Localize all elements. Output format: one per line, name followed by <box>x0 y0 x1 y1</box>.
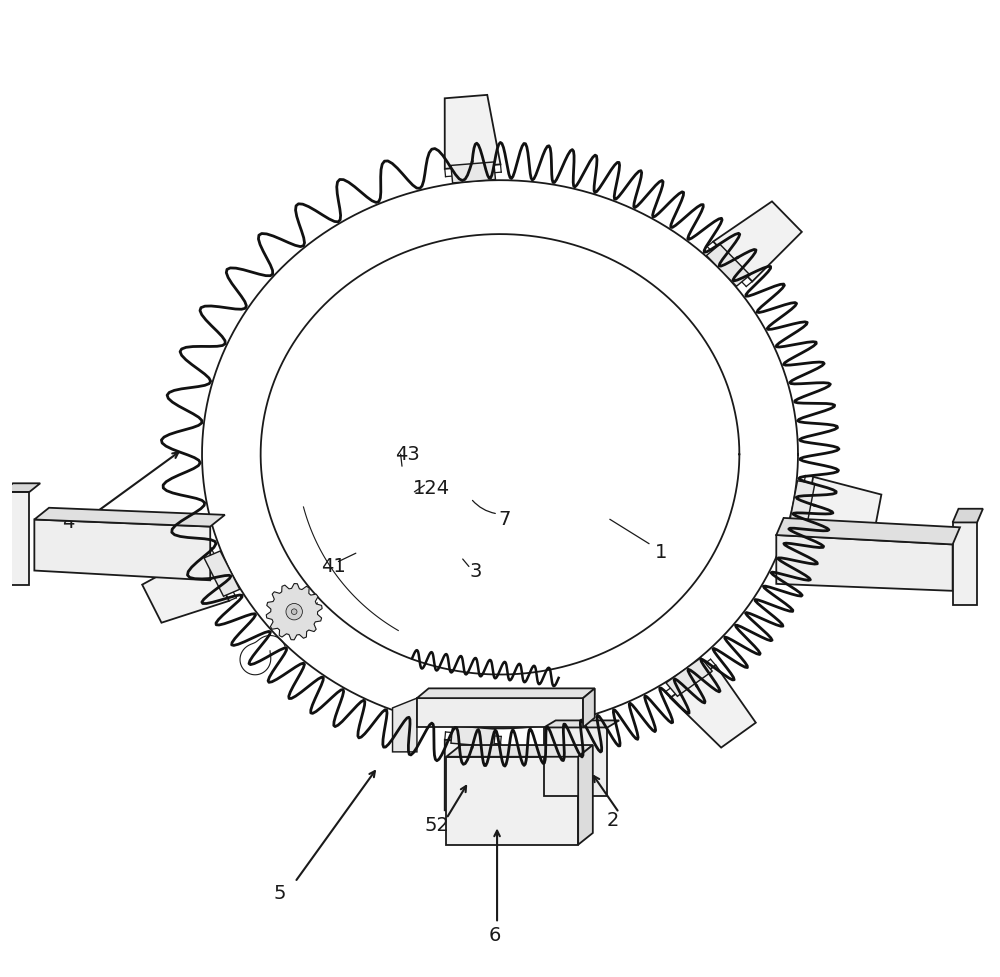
Text: 52: 52 <box>424 816 449 835</box>
Polygon shape <box>2 491 29 584</box>
Polygon shape <box>393 699 417 752</box>
Text: 7: 7 <box>499 510 511 530</box>
Polygon shape <box>34 520 210 580</box>
Text: 6: 6 <box>489 926 501 946</box>
Text: 43: 43 <box>395 445 420 464</box>
Text: 124: 124 <box>413 479 450 498</box>
Polygon shape <box>776 518 960 544</box>
Text: 2: 2 <box>606 811 619 830</box>
Circle shape <box>286 604 302 619</box>
Polygon shape <box>266 583 322 640</box>
Circle shape <box>291 609 297 615</box>
Polygon shape <box>706 244 750 286</box>
Polygon shape <box>417 689 595 699</box>
Text: 4: 4 <box>62 513 74 532</box>
Polygon shape <box>953 509 983 523</box>
Polygon shape <box>445 95 500 169</box>
Polygon shape <box>451 162 495 183</box>
Text: 1: 1 <box>655 542 667 562</box>
Polygon shape <box>953 523 977 606</box>
Polygon shape <box>578 745 593 845</box>
Polygon shape <box>142 551 229 622</box>
Polygon shape <box>789 481 815 526</box>
Polygon shape <box>776 535 953 591</box>
Text: 3: 3 <box>469 562 482 581</box>
Text: 42: 42 <box>287 611 312 630</box>
Polygon shape <box>451 726 495 746</box>
Text: 41: 41 <box>322 557 346 576</box>
Polygon shape <box>417 699 583 728</box>
Polygon shape <box>666 658 712 697</box>
Polygon shape <box>446 757 578 845</box>
Polygon shape <box>670 665 756 747</box>
Polygon shape <box>803 477 881 536</box>
Polygon shape <box>544 720 619 728</box>
Text: 5: 5 <box>274 884 286 904</box>
Polygon shape <box>204 551 240 596</box>
Polygon shape <box>713 201 802 281</box>
Polygon shape <box>445 740 500 814</box>
Polygon shape <box>583 689 595 728</box>
Polygon shape <box>446 745 593 757</box>
Polygon shape <box>2 484 40 491</box>
Polygon shape <box>34 508 225 527</box>
Polygon shape <box>544 728 607 796</box>
